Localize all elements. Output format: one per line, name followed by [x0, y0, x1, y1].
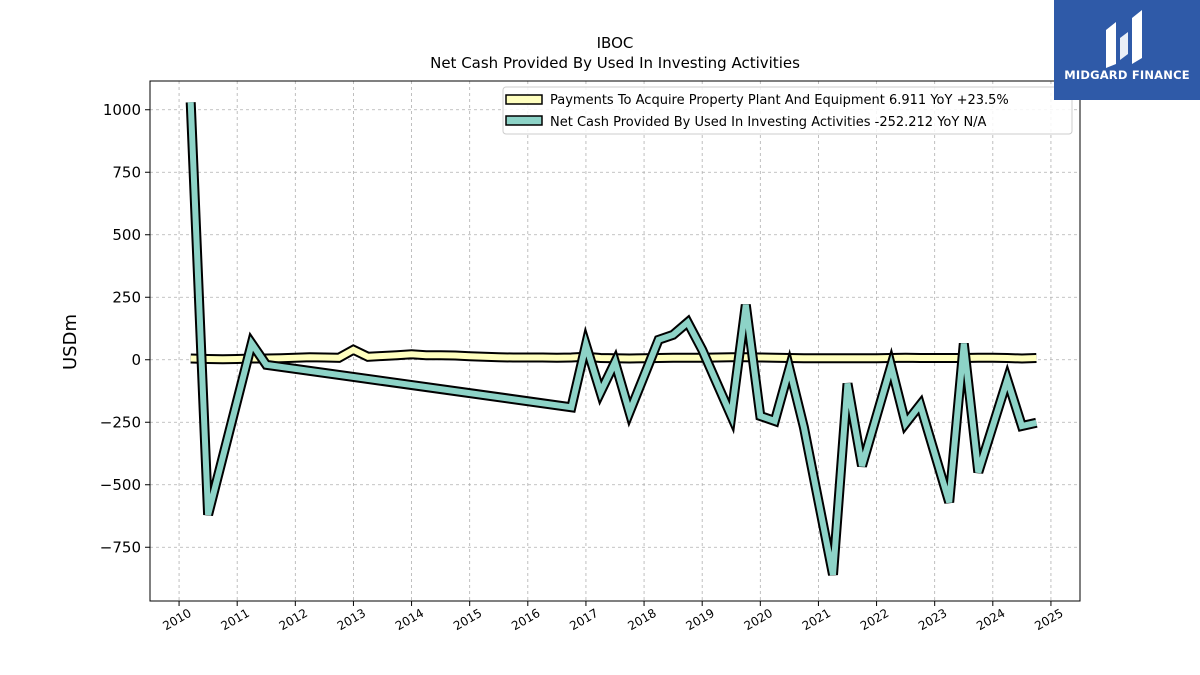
chart-subtitle: Net Cash Provided By Used In Investing A… [430, 54, 800, 72]
x-tick-label: 2023 [916, 606, 949, 633]
legend-swatch-investing [505, 115, 543, 126]
legend-box [502, 86, 1073, 135]
chart-title: IBOC [597, 34, 634, 52]
x-tick-label: 2022 [858, 606, 891, 633]
x-tick-label: 2025 [1032, 606, 1065, 633]
x-tick-label: 2015 [451, 606, 484, 633]
y-axis-label: USDm [60, 314, 81, 370]
series-line [187, 102, 1038, 576]
series-1 [185, 102, 1038, 576]
legend-label-capex: Payments To Acquire Property Plant And E… [550, 93, 1009, 108]
series-layer [185, 102, 1038, 576]
y-tick-label: −750 [100, 538, 141, 556]
brand-logo: MIDGARD FINANCE [1054, 0, 1200, 100]
y-tick-label: 750 [112, 163, 141, 181]
grid [150, 81, 1080, 601]
x-tick-label: 2021 [800, 606, 833, 633]
x-tick-label: 2018 [625, 606, 658, 633]
logo-text: MIDGARD FINANCE [1064, 68, 1190, 82]
legend: Payments To Acquire Property Plant And E… [502, 86, 1073, 135]
series-line-outline [185, 102, 1038, 576]
plot-frame [149, 80, 1081, 602]
y-tick-label: −250 [100, 413, 141, 431]
x-tick-label: 2024 [974, 606, 1007, 633]
y-tick-label: 1000 [103, 101, 141, 119]
x-tick-label: 2012 [277, 606, 310, 633]
logo-mark-icon [1106, 10, 1142, 68]
y-tick-label: 500 [112, 226, 141, 244]
legend-swatch-capex [505, 94, 543, 105]
legend-label-investing: Net Cash Provided By Used In Investing A… [550, 115, 987, 130]
x-tick-label: 2013 [335, 606, 368, 633]
x-tick-label: 2011 [218, 606, 251, 633]
x-tick-label: 2017 [567, 606, 600, 633]
x-tick-label: 2020 [742, 606, 775, 633]
x-tick-label: 2014 [393, 606, 426, 633]
y-tick-label: 250 [112, 288, 141, 306]
x-tick-label: 2016 [509, 606, 542, 633]
x-tick-label: 2019 [683, 606, 716, 633]
x-tick-label: 2010 [160, 606, 193, 633]
y-tick-label: 0 [131, 351, 141, 369]
y-tick-label: −500 [100, 476, 141, 494]
